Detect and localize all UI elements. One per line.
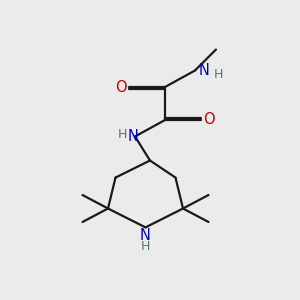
Text: H: H bbox=[118, 128, 127, 142]
Text: O: O bbox=[204, 112, 215, 128]
Text: H: H bbox=[141, 240, 150, 253]
Text: N: N bbox=[199, 63, 209, 78]
Text: N: N bbox=[128, 129, 138, 144]
Text: H: H bbox=[214, 68, 223, 81]
Text: N: N bbox=[140, 228, 151, 243]
Text: O: O bbox=[115, 80, 126, 94]
